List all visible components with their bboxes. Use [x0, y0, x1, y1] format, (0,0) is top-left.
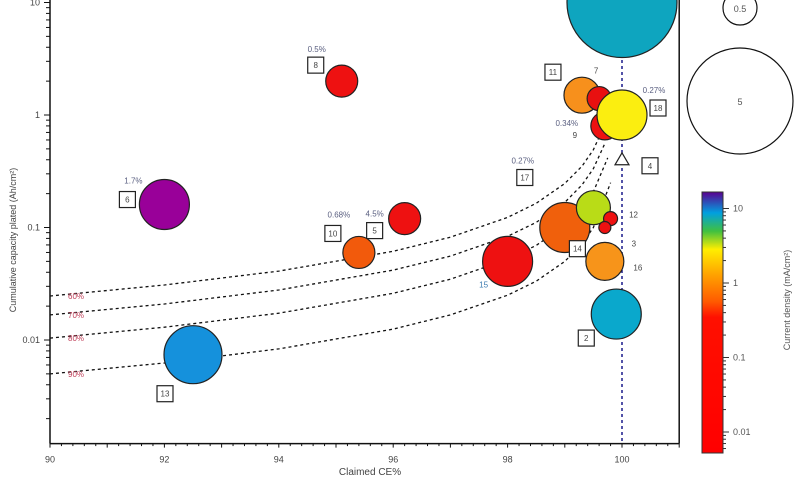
x-tick-label: 100	[614, 455, 629, 465]
data-point-bubble	[482, 235, 534, 287]
x-axis-label: Claimed CE%	[339, 467, 401, 478]
size-legend-label-large: 5	[737, 97, 742, 107]
data-point-id: 4	[648, 162, 653, 171]
y-tick-label: 1	[35, 110, 40, 120]
y-tick-label: 10	[30, 0, 40, 8]
x-tick-label: 90	[45, 455, 55, 465]
iso-line-label: 70%	[68, 311, 84, 320]
iso-line-label: 60%	[68, 292, 84, 301]
data-point-bubble	[138, 178, 190, 231]
colorbar-tick-label: 1	[733, 278, 738, 288]
x-tick-label: 96	[388, 455, 398, 465]
data-point-annotation: 1.7%	[124, 177, 142, 186]
data-point-id: 3	[632, 240, 637, 249]
data-point-id: 18	[654, 104, 663, 113]
iso-line-label: 80%	[68, 334, 84, 343]
data-point-id: 15	[479, 280, 488, 289]
data-point-bubble	[388, 201, 422, 236]
data-point-id-box	[544, 63, 562, 81]
data-point-id: 16	[633, 263, 642, 272]
data-point-bubble	[325, 64, 359, 98]
colorbar-gradient	[701, 191, 724, 454]
data-point-id: 9	[573, 131, 578, 140]
data-point-bubble	[590, 288, 642, 340]
data-point-annotation: 0.68%	[328, 210, 351, 219]
data-point-id-box	[649, 99, 667, 117]
data-point-bubble	[566, 0, 678, 59]
data-point-id: 13	[161, 390, 170, 399]
size-legend-circle-large	[686, 47, 794, 155]
y-tick-label: 0.01	[22, 335, 40, 345]
data-point-id-box	[366, 221, 384, 240]
data-point-id-box	[577, 329, 595, 347]
data-point-bubble	[598, 220, 612, 235]
data-point-id-box	[516, 168, 534, 187]
data-point-id: 7	[594, 67, 599, 76]
data-point-id: 6	[125, 196, 130, 205]
size-legend-label-small: 0.5	[734, 4, 747, 14]
data-point-annotation: 0.27%	[511, 157, 534, 166]
x-tick-label: 92	[159, 455, 169, 465]
x-tick-label: 94	[274, 455, 284, 465]
size-legend-circle-small	[722, 0, 758, 26]
data-point-annotation: 4.5%	[366, 210, 384, 219]
data-point-id: 12	[629, 211, 638, 220]
colorbar-label: Current density (mA/cm²)	[782, 250, 792, 351]
data-point-id: 5	[372, 227, 377, 236]
y-tick-label: 0.1	[27, 223, 40, 233]
data-point-id-box	[568, 240, 587, 258]
data-point-triangle	[613, 151, 631, 166]
data-point-id: 2	[584, 334, 589, 343]
colorbar-tick-label: 10	[733, 204, 743, 214]
data-point-id-box	[324, 224, 342, 243]
iso-line-label: 90%	[68, 370, 84, 379]
data-point-annotation: 0.27%	[643, 86, 666, 95]
colorbar-tick-label: 0.1	[733, 353, 746, 363]
data-point-id-box	[307, 56, 325, 74]
data-point-annotation: 0.5%	[308, 45, 326, 54]
data-point-bubble	[575, 190, 612, 226]
iso-lines: 60% 70% 80% 90%	[49, 124, 612, 379]
data-points: 8 0.5% 6 1.7% 5 4.5% 10 0.68% 13 15 17 0.27% 14 12 3 16…	[118, 0, 678, 403]
size-legend: 0.5 5	[686, 0, 794, 155]
colorbar: 0.01 0.1 1 10 Current density (mA/cm²)	[701, 191, 792, 454]
data-point-id-box	[641, 157, 659, 175]
data-point-annotation: 0.34%	[555, 119, 578, 128]
data-point-bubble	[342, 235, 376, 270]
data-point-id-box	[156, 385, 174, 403]
data-point-id: 10	[328, 229, 337, 238]
data-point-id: 8	[313, 61, 318, 70]
data-point-id-box	[118, 190, 137, 209]
data-point-bubble	[539, 201, 591, 254]
data-point-bubble	[596, 89, 648, 141]
data-point-id: 14	[573, 245, 582, 254]
data-point-bubble	[585, 241, 625, 281]
data-point-id: 11	[549, 68, 558, 77]
data-point-id: 17	[520, 174, 529, 183]
data-point-bubble	[163, 325, 223, 385]
y-axis-label: Cumulative capacity plated (Ah/cm²)	[8, 168, 18, 313]
x-tick-label: 98	[503, 455, 513, 465]
colorbar-tick-label: 0.01	[733, 427, 751, 437]
